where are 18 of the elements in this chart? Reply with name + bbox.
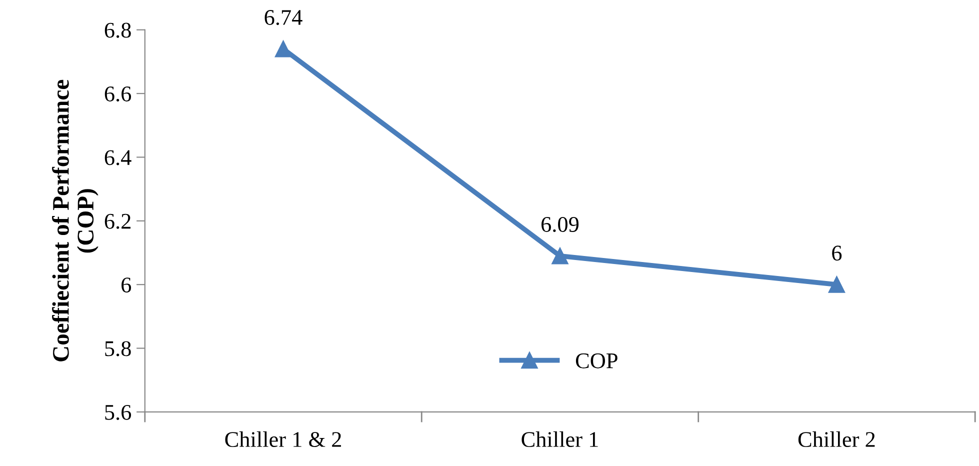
data-label: 6.09 [542,216,579,232]
data-label: 6.74 [264,10,302,26]
y-tick-label: 6 [122,278,132,292]
x-tick-label: Chiller 1 [522,431,598,448]
point [828,276,846,293]
y-tick-label: 6.8 [104,22,131,38]
legend-label: COP [576,353,618,368]
x-tick-label: Chiller 2 [798,431,875,448]
y-axis-title: Coeffiecient of Performance (COP) [52,80,98,362]
y-tick-label: 5.6 [105,404,132,420]
point [274,40,292,58]
point [552,248,568,264]
y-tick-label: 5.8 [105,341,131,356]
x-tick-label: Chiller 1 & 2 [225,431,341,448]
y-tick-label: 6.6 [104,86,132,102]
y-tick-label: 6.2 [104,214,130,229]
y-tick-label: 6.4 [104,150,132,166]
data-label: 6 [832,246,842,261]
